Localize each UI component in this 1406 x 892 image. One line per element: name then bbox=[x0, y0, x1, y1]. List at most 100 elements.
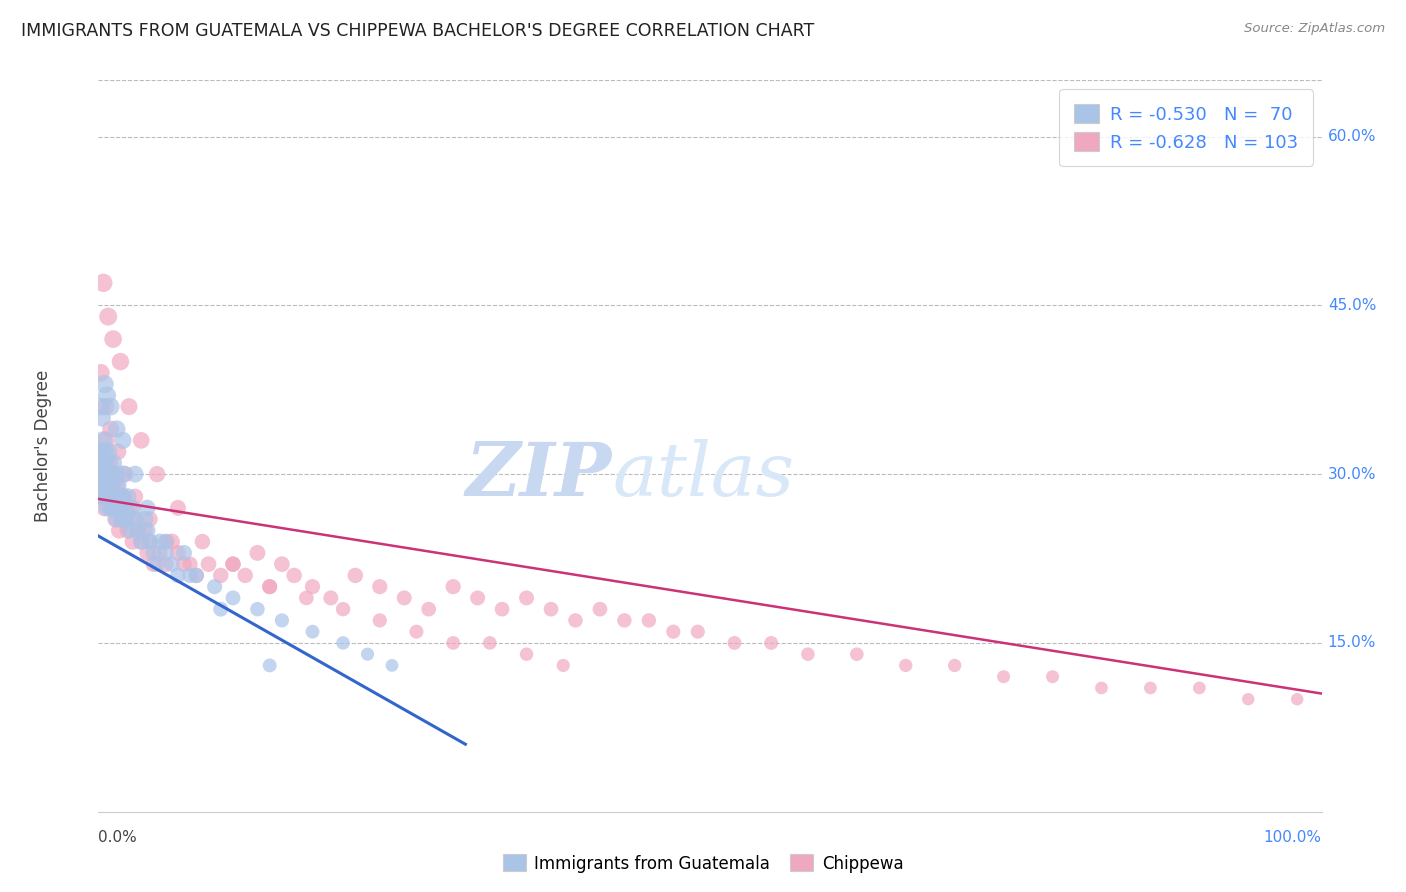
Point bbox=[120, 524, 142, 538]
Point bbox=[124, 512, 146, 526]
Point bbox=[111, 467, 134, 482]
Point bbox=[118, 400, 141, 414]
Point bbox=[418, 602, 440, 616]
Point bbox=[96, 388, 118, 402]
Point bbox=[441, 580, 464, 594]
Point bbox=[368, 614, 391, 628]
Text: atlas: atlas bbox=[612, 439, 794, 511]
Point bbox=[127, 524, 149, 538]
Text: Source: ZipAtlas.com: Source: ZipAtlas.com bbox=[1244, 22, 1385, 36]
Point bbox=[97, 490, 120, 504]
Point bbox=[91, 490, 114, 504]
Point bbox=[120, 500, 142, 515]
Point bbox=[160, 534, 183, 549]
Text: 30.0%: 30.0% bbox=[1327, 467, 1376, 482]
Point bbox=[121, 534, 143, 549]
Point bbox=[100, 422, 122, 436]
Point bbox=[107, 444, 129, 458]
Point bbox=[114, 467, 136, 482]
Point bbox=[97, 478, 120, 492]
Point bbox=[209, 602, 232, 616]
Point bbox=[101, 456, 124, 470]
Point bbox=[100, 400, 122, 414]
Point bbox=[111, 490, 134, 504]
Point bbox=[1237, 692, 1260, 706]
Point bbox=[149, 546, 172, 560]
Point bbox=[167, 568, 190, 582]
Point bbox=[589, 602, 612, 616]
Point bbox=[155, 534, 177, 549]
Point bbox=[105, 422, 128, 436]
Point bbox=[553, 658, 575, 673]
Point bbox=[246, 546, 269, 560]
Point bbox=[540, 602, 562, 616]
Point bbox=[134, 524, 156, 538]
Point bbox=[103, 490, 125, 504]
Point bbox=[101, 332, 124, 346]
Point bbox=[222, 557, 245, 571]
Point bbox=[845, 647, 868, 661]
Text: 15.0%: 15.0% bbox=[1327, 635, 1376, 650]
Point bbox=[114, 500, 136, 515]
Point bbox=[101, 478, 124, 492]
Point bbox=[146, 467, 169, 482]
Point bbox=[662, 624, 685, 639]
Point bbox=[515, 647, 537, 661]
Point bbox=[91, 467, 114, 482]
Point bbox=[100, 467, 122, 482]
Point bbox=[993, 670, 1015, 684]
Point bbox=[129, 434, 152, 448]
Point bbox=[121, 500, 143, 515]
Point bbox=[111, 434, 134, 448]
Point bbox=[129, 534, 152, 549]
Point bbox=[93, 444, 115, 458]
Point bbox=[90, 400, 112, 414]
Point bbox=[167, 500, 190, 515]
Point bbox=[270, 614, 294, 628]
Point bbox=[108, 490, 131, 504]
Point bbox=[270, 557, 294, 571]
Text: 0.0%: 0.0% bbox=[98, 830, 138, 845]
Point bbox=[222, 591, 245, 605]
Point bbox=[332, 636, 354, 650]
Point bbox=[197, 557, 219, 571]
Point bbox=[127, 524, 149, 538]
Point bbox=[139, 512, 162, 526]
Point bbox=[136, 500, 159, 515]
Point bbox=[97, 310, 120, 324]
Point bbox=[173, 546, 195, 560]
Point bbox=[319, 591, 342, 605]
Point bbox=[93, 478, 115, 492]
Point bbox=[97, 444, 120, 458]
Point bbox=[392, 591, 416, 605]
Point bbox=[301, 624, 323, 639]
Point bbox=[98, 456, 121, 470]
Point bbox=[142, 557, 165, 571]
Point bbox=[110, 500, 132, 515]
Point bbox=[1188, 681, 1211, 695]
Point bbox=[91, 456, 114, 470]
Point bbox=[259, 580, 281, 594]
Point bbox=[142, 546, 165, 560]
Point bbox=[101, 478, 124, 492]
Point bbox=[1042, 670, 1064, 684]
Point bbox=[637, 614, 661, 628]
Point bbox=[107, 478, 129, 492]
Point bbox=[91, 467, 114, 482]
Point bbox=[491, 602, 513, 616]
Point bbox=[686, 624, 709, 639]
Point bbox=[259, 580, 281, 594]
Point bbox=[204, 580, 226, 594]
Point bbox=[761, 636, 783, 650]
Point bbox=[111, 512, 134, 526]
Point bbox=[723, 636, 745, 650]
Point bbox=[117, 490, 139, 504]
Point bbox=[110, 354, 132, 368]
Point bbox=[90, 444, 112, 458]
Text: Bachelor's Degree: Bachelor's Degree bbox=[34, 370, 52, 522]
Point bbox=[134, 512, 156, 526]
Point bbox=[104, 500, 127, 515]
Point bbox=[233, 568, 256, 582]
Point bbox=[173, 557, 195, 571]
Point bbox=[98, 490, 121, 504]
